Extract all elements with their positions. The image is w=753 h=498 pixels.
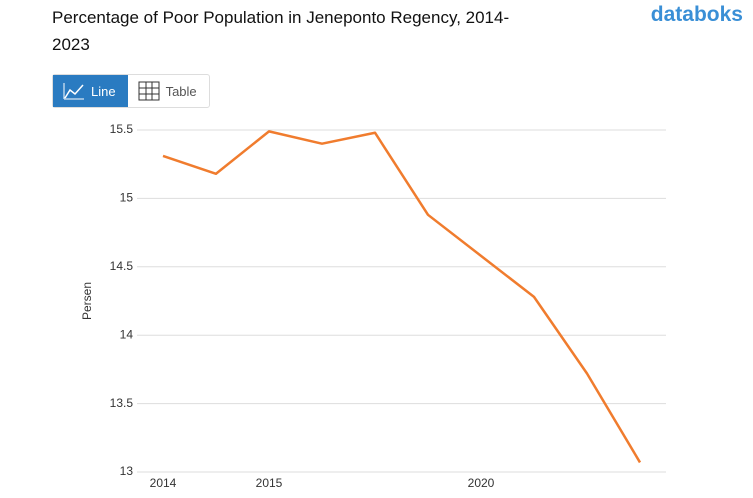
y-axis-label: Persen: [80, 282, 94, 320]
y-tick-label: 14.5: [110, 259, 134, 273]
y-tick-label: 15: [120, 191, 134, 205]
line: [162, 130, 642, 464]
x-tick-label: 2020: [468, 476, 495, 490]
y-tick-label: 13: [120, 464, 134, 478]
table-icon: [138, 81, 160, 101]
line-icon: [63, 83, 84, 100]
chart-title: Percentage of Poor Population in Jenepon…: [52, 8, 510, 54]
table-button[interactable]: Table: [128, 75, 209, 107]
view-switch: Line Table: [52, 74, 210, 108]
x-tick-label: 2014: [150, 476, 177, 490]
line-button[interactable]: Line: [53, 75, 128, 107]
y-tick-label: 13.5: [110, 396, 134, 410]
button-label: Line: [91, 83, 116, 99]
logo[interactable]: databoks: [650, 3, 743, 26]
button-label: Table: [165, 83, 197, 99]
y-tick-label: 14: [120, 327, 134, 341]
x-tick-label: 2015: [256, 476, 283, 490]
y-tick-label: 15.5: [110, 122, 134, 136]
